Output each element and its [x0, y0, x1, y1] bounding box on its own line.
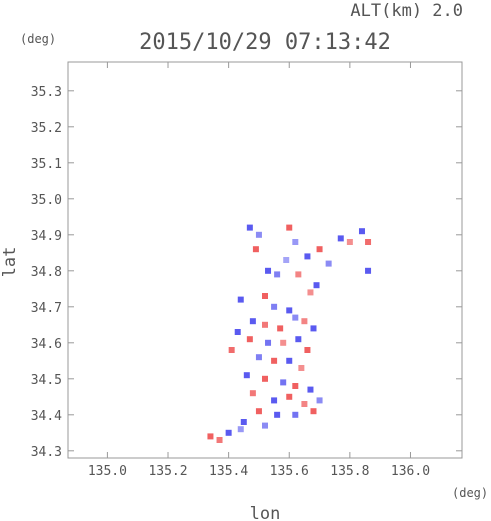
y-tick-label: 35.0: [31, 193, 62, 208]
axis-ticks: 135.0 135.2 135.4 135.6 135.8 136.0 34.3 34.4 34…: [31, 62, 462, 479]
data-cell: [262, 422, 268, 429]
data-cell: [265, 339, 272, 346]
data-cell: [292, 383, 299, 389]
y-tick-label: 34.9: [31, 229, 62, 244]
data-cell: [346, 239, 353, 245]
data-cell: [228, 347, 235, 353]
y-tick-label: 35.1: [31, 157, 62, 172]
x-tick-label: 135.8: [330, 464, 369, 479]
data-cell: [262, 321, 268, 328]
data-cell: [262, 375, 268, 382]
y-tick-label: 34.3: [31, 445, 62, 460]
data-cell: [325, 260, 332, 267]
data-cell: [252, 246, 259, 253]
data-cell: [274, 411, 281, 418]
data-cell: [277, 325, 284, 332]
data-cell: [246, 224, 253, 231]
y-tick-label: 35.2: [31, 121, 62, 136]
data-cell: [301, 401, 308, 407]
data-cell: [283, 257, 290, 263]
data-cell: [365, 267, 372, 274]
y-tick-label: 34.7: [31, 301, 62, 316]
plot-frame: [67, 61, 463, 459]
y-tick-label: 34.5: [31, 373, 62, 388]
data-cell: [292, 411, 299, 418]
data-cell: [237, 426, 244, 433]
data-cell: [304, 347, 311, 353]
data-cell: [286, 393, 293, 400]
data-cell: [262, 293, 268, 299]
data-cell: [313, 282, 320, 289]
data-cell: [365, 239, 372, 245]
data-cell: [246, 336, 253, 343]
data-cell: [316, 246, 323, 253]
datetime-title: 2015/10/29 07:13:42: [139, 30, 391, 55]
data-cell: [225, 429, 232, 436]
data-cell: [310, 408, 317, 415]
data-cell: [265, 267, 272, 274]
data-cell: [280, 379, 287, 386]
data-cell: [301, 318, 308, 325]
data-cell: [255, 408, 262, 415]
data-cell: [271, 397, 278, 404]
data-cell: [292, 239, 299, 245]
data-cell: [216, 437, 223, 443]
data-cell: [286, 224, 293, 231]
x-tick-label: 135.0: [88, 464, 127, 479]
data-cell: [358, 228, 365, 235]
y-axis-label: lat: [0, 247, 20, 278]
data-cell: [243, 372, 250, 379]
data-cell: [271, 357, 278, 364]
data-cell: [255, 354, 262, 361]
data-cell: [292, 314, 299, 321]
data-cell: [307, 289, 314, 296]
data-cell: [307, 386, 314, 393]
data-cell: [274, 271, 281, 278]
data-cell: [249, 318, 256, 325]
data-cell: [240, 419, 247, 425]
y-tick-label: 34.8: [31, 265, 62, 280]
data-cell: [286, 307, 293, 314]
data-cell: [237, 296, 244, 303]
data-cell: [316, 397, 323, 404]
data-cell: [234, 329, 241, 335]
data-cells: [207, 224, 372, 443]
data-cell: [255, 231, 262, 238]
data-cell: [286, 357, 293, 364]
x-tick-label: 135.6: [270, 464, 309, 479]
x-axis-label: lon: [250, 504, 281, 521]
data-cell: [298, 365, 305, 371]
data-cell: [304, 253, 311, 260]
data-cell: [295, 271, 302, 278]
data-cell: [271, 303, 278, 310]
y-tick-label: 34.4: [31, 409, 62, 424]
data-cell: [249, 390, 256, 397]
x-tick-label: 135.2: [148, 464, 187, 479]
y-unit-label: (deg): [20, 32, 56, 46]
data-cell: [295, 336, 302, 343]
altitude-label: ALT(km) 2.0: [350, 1, 463, 21]
y-tick-label: 34.6: [31, 337, 62, 352]
x-tick-label: 136.0: [391, 464, 430, 479]
data-cell: [310, 325, 317, 332]
data-cell: [337, 235, 344, 242]
data-cell: [207, 433, 214, 440]
y-tick-label: 35.3: [31, 85, 62, 100]
x-unit-label: (deg): [452, 486, 488, 500]
data-cell: [280, 339, 287, 346]
x-tick-label: 135.4: [209, 464, 248, 479]
